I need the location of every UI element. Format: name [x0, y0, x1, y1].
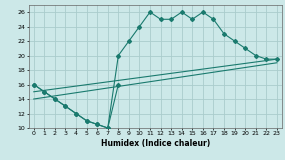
X-axis label: Humidex (Indice chaleur): Humidex (Indice chaleur) — [101, 139, 210, 148]
